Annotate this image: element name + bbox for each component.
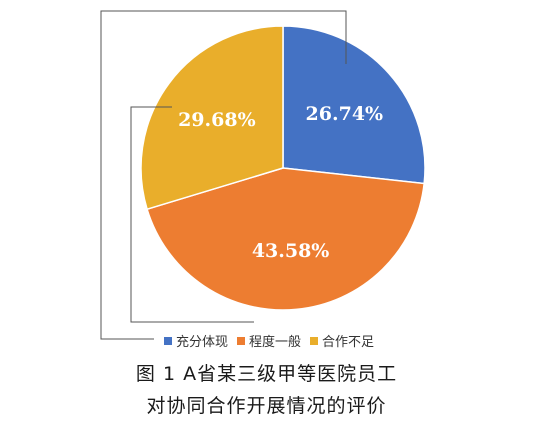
caption-line-2: 对协同合作开展情况的评价 <box>146 395 387 417</box>
legend-label-0: 充分体现 <box>176 335 229 350</box>
legend-item-0: 充分体现 <box>164 331 228 350</box>
legend-item-1: 程度一般 <box>237 331 301 350</box>
slice-label-1: 43.58% <box>252 240 330 262</box>
caption-line-1: 图 1 A省某三级甲等医院员工 <box>135 363 398 385</box>
legend-swatch-0 <box>164 336 172 345</box>
slice-label-2: 29.68% <box>178 109 256 131</box>
pie-slice-1 <box>146 167 425 311</box>
slice-label-0: 26.74% <box>306 103 384 125</box>
pie-slice-2 <box>140 25 284 211</box>
legend: 充分体现 程度一般 合作不足 <box>164 331 374 350</box>
legend-label-1: 程度一般 <box>249 335 302 350</box>
legend-label-2: 合作不足 <box>322 335 375 350</box>
legend-item-2: 合作不足 <box>310 331 374 350</box>
pie-slice-0 <box>282 25 426 185</box>
leader-line-1 <box>100 10 347 340</box>
leader-line-2 <box>130 106 254 323</box>
legend-swatch-1 <box>237 336 246 345</box>
legend-swatch-2 <box>310 336 319 345</box>
